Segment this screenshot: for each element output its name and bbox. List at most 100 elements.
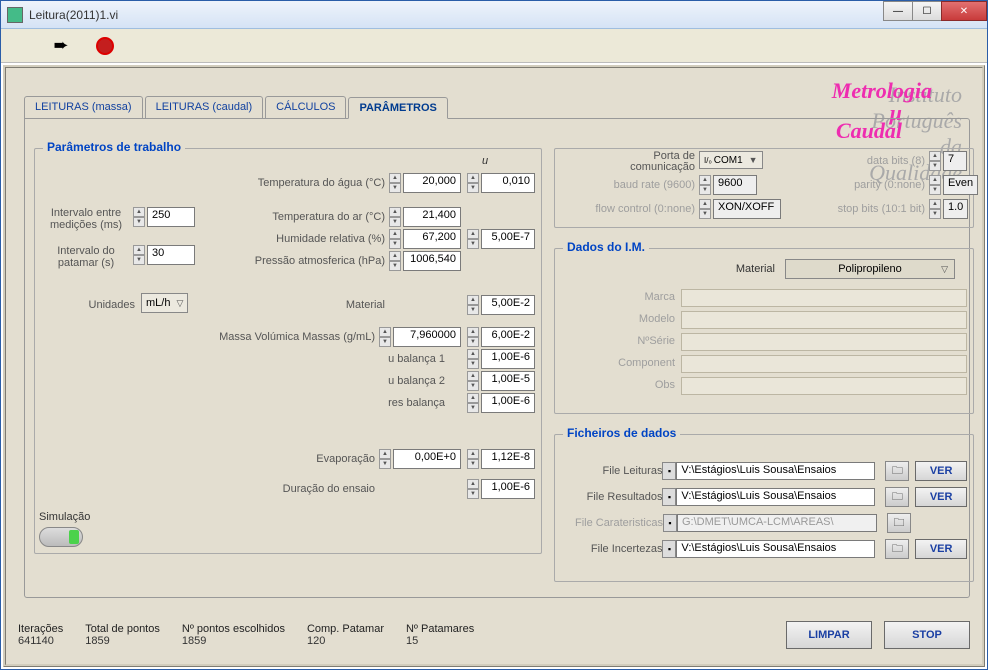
label-im-material: Material	[715, 263, 775, 275]
label-file-resultados: File Resultados	[561, 491, 662, 503]
input-ubal1[interactable]: 1,00E-6	[481, 349, 535, 369]
window-titlebar: Leitura(2011)1.vi — ☐ ✕	[1, 1, 987, 29]
input-massavol[interactable]: 7,960000	[393, 327, 461, 347]
app-icon	[7, 7, 23, 23]
spinner-stopbits: ▲▼	[929, 199, 941, 219]
input-evap[interactable]: 0,00E+0	[393, 449, 461, 469]
field-im-nserie[interactable]	[681, 333, 967, 351]
folder-icon: 🗀	[892, 488, 903, 507]
label-total: Total de pontos	[85, 623, 160, 635]
window-minimize-button[interactable]: —	[883, 1, 913, 21]
input-u-evap[interactable]: 1,12E-8	[481, 449, 535, 469]
label-escol: Nº pontos escolhidos	[182, 623, 285, 635]
label-humid: Humidade relativa (%)	[185, 233, 385, 245]
label-flow: flow control (0:none)	[555, 203, 695, 215]
spinner-flow: ▲▼	[699, 199, 711, 219]
input-file-resultados[interactable]: V:\Estágios\Luis Sousa\Ensaios	[676, 488, 875, 506]
tab-parametros[interactable]: PARÂMETROS	[348, 97, 447, 119]
input-file-incertezas[interactable]: V:\Estágios\Luis Sousa\Ensaios	[676, 540, 875, 558]
label-databits: data bits (8)	[825, 155, 925, 167]
spinner-u-evap[interactable]: ▲▼	[467, 449, 479, 469]
input-baud: 9600	[713, 175, 757, 195]
ver-resultados-button[interactable]: VER	[915, 487, 967, 507]
label-baud: baud rate (9600)	[585, 179, 695, 191]
path-icon: ▪	[662, 488, 676, 506]
label-npat: Nº Patamares	[406, 623, 474, 635]
ver-incertezas-button[interactable]: VER	[915, 539, 967, 559]
status-bar: Iterações641140 Total de pontos1859 Nº p…	[18, 612, 970, 658]
tab-leituras-massa[interactable]: LEITURAS (massa)	[24, 96, 143, 118]
vi-toolbar: ➨	[1, 29, 987, 63]
spinner-resbal[interactable]: ▲▼	[467, 393, 479, 413]
dropdown-unidades[interactable]: mL/h▽	[141, 293, 188, 313]
spinner-interv-med[interactable]: ▲▼	[133, 207, 145, 227]
stop-button[interactable]: STOP	[884, 621, 970, 649]
input-temp-agua[interactable]: 20,000	[403, 173, 461, 193]
input-file-leituras[interactable]: V:\Estágios\Luis Sousa\Ensaios	[676, 462, 875, 480]
label-parity: parity (0:none)	[825, 179, 925, 191]
tab-calculos[interactable]: CÁLCULOS	[265, 96, 346, 118]
porta-value: COM1	[714, 155, 743, 166]
folder-icon: 🗀	[892, 540, 903, 559]
label-resbal: res balança	[335, 397, 445, 409]
spinner-ubal2[interactable]: ▲▼	[467, 371, 479, 391]
spinner-massavol[interactable]: ▲▼	[379, 327, 391, 347]
spinner-temp-agua[interactable]: ▲▼	[389, 173, 401, 193]
label-material: Material	[285, 299, 385, 311]
spinner-temp-ar[interactable]: ▲▼	[389, 207, 401, 227]
dropdown-im-material[interactable]: Polipropileno▽	[785, 259, 955, 279]
browse-carat-button[interactable]: 🗀	[887, 513, 911, 533]
window-close-button[interactable]: ✕	[941, 1, 987, 21]
input-resbal[interactable]: 1,00E-6	[481, 393, 535, 413]
browse-incertezas-button[interactable]: 🗀	[885, 539, 909, 559]
ver-leituras-button[interactable]: VER	[915, 461, 967, 481]
spinner-ubal1[interactable]: ▲▼	[467, 349, 479, 369]
field-im-component[interactable]	[681, 355, 967, 373]
field-im-modelo[interactable]	[681, 311, 967, 329]
dropdown-porta[interactable]: I/₀COM1▼	[699, 151, 763, 169]
input-ubal2[interactable]: 1,00E-5	[481, 371, 535, 391]
toggle-simulacao[interactable]	[39, 527, 83, 547]
input-u-massavol[interactable]: 6,00E-2	[481, 327, 535, 347]
dropdown-unidades-value: mL/h	[146, 297, 170, 309]
group-dados-im: Dados do I.M. Material Polipropileno▽ Ma…	[554, 248, 974, 414]
label-evap: Evaporação	[265, 453, 375, 465]
label-im-obs: Obs	[595, 379, 675, 391]
input-u-material[interactable]: 5,00E-2	[481, 295, 535, 315]
label-file-leituras: File Leituras	[561, 465, 662, 477]
abort-button[interactable]	[95, 36, 115, 56]
spinner-pressao[interactable]: ▲▼	[389, 251, 401, 271]
tab-leituras-caudal[interactable]: LEITURAS (caudal)	[145, 96, 264, 118]
spinner-interv-pat[interactable]: ▲▼	[133, 245, 145, 265]
label-temp-agua: Temperatura do água (°C)	[185, 177, 385, 189]
input-humid[interactable]: 67,200	[403, 229, 461, 249]
spinner-u-dur[interactable]: ▲▼	[467, 479, 479, 499]
input-u-temp-agua[interactable]: 0,010	[481, 173, 535, 193]
logo-line1: Metrologia	[832, 82, 932, 100]
label-ubal2: u balança 2	[335, 375, 445, 387]
spinner-u-material[interactable]: ▲▼	[467, 295, 479, 315]
limpar-button[interactable]: LIMPAR	[786, 621, 872, 649]
field-im-marca[interactable]	[681, 289, 967, 307]
group-ficheiros: Ficheiros de dados File Leituras ▪ V:\Es…	[554, 434, 974, 582]
label-dur: Duração do ensaio	[265, 483, 375, 495]
field-im-obs[interactable]	[681, 377, 967, 395]
label-file-carat: File Carateristicas	[561, 517, 663, 529]
spinner-u-humid[interactable]: ▲▼	[467, 229, 479, 249]
toggle-knob	[69, 530, 79, 544]
spinner-evap[interactable]: ▲▼	[379, 449, 391, 469]
group-comms: Porta de comunicação I/₀COM1▼ baud rate …	[554, 148, 974, 228]
input-u-dur[interactable]: 1,00E-6	[481, 479, 535, 499]
spinner-humid[interactable]: ▲▼	[389, 229, 401, 249]
browse-resultados-button[interactable]: 🗀	[885, 487, 909, 507]
spinner-u-temp-agua[interactable]: ▲▼	[467, 173, 479, 193]
browse-leituras-button[interactable]: 🗀	[885, 461, 909, 481]
spinner-u-massavol[interactable]: ▲▼	[467, 327, 479, 347]
window-title: Leitura(2011)1.vi	[29, 8, 118, 22]
input-temp-ar[interactable]: 21,400	[403, 207, 461, 227]
u-column-header: u	[465, 155, 505, 167]
window-maximize-button[interactable]: ☐	[912, 1, 942, 21]
input-pressao[interactable]: 1006,540	[403, 251, 461, 271]
input-u-humid[interactable]: 5,00E-7	[481, 229, 535, 249]
run-arrow-icon[interactable]: ➨	[51, 36, 71, 56]
